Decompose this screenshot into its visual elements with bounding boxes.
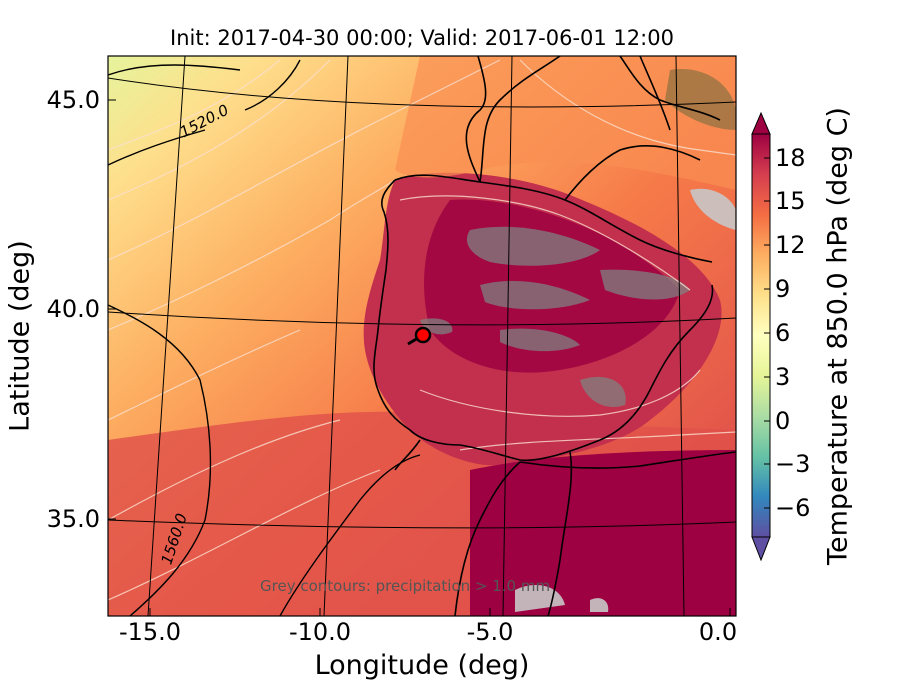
chart-title: Init: 2017-04-30 00:00; Valid: 2017-06-0… xyxy=(170,26,674,50)
y-axis-label: Latitude (deg) xyxy=(4,240,36,432)
colorbar-tick-label: −6 xyxy=(775,494,811,522)
colorbar-tick-label: 18 xyxy=(775,144,806,172)
y-tick-label: 40.0 xyxy=(46,295,100,323)
colorbar-tick-label: 15 xyxy=(775,187,806,215)
map-area xyxy=(108,56,736,616)
y-tick-label: 35.0 xyxy=(46,505,100,533)
colorbar-tick-label: 9 xyxy=(775,275,791,303)
x-tick-label: -15.0 xyxy=(118,618,182,646)
colorbar-body xyxy=(751,133,771,538)
precip-patches xyxy=(420,226,690,408)
colorbar-tick-label: 3 xyxy=(775,363,791,391)
colorbar-label: Temperature at 850.0 hPa (deg C) xyxy=(822,107,854,565)
graticule xyxy=(108,56,736,616)
y-tick-label: 45.0 xyxy=(46,86,100,114)
colorbar-bottom-arrow xyxy=(751,536,771,562)
colorbar-top-arrow xyxy=(751,111,771,135)
x-tick-label: -5.0 xyxy=(466,618,514,646)
precip-light-patches xyxy=(515,188,736,612)
y-tick-marks xyxy=(108,99,116,520)
temperature-contours xyxy=(108,59,736,601)
x-axis-label: Longitude (deg) xyxy=(314,650,530,681)
location-marker xyxy=(407,326,432,346)
x-tick-marks xyxy=(149,608,731,616)
x-tick-label: -10.0 xyxy=(288,618,352,646)
africa-hot-region xyxy=(470,450,736,616)
colorbar-tick-label: 6 xyxy=(775,319,791,347)
axes-frame xyxy=(107,55,737,617)
colorbar-tick-label: 0 xyxy=(775,407,791,435)
precipitation-note: Grey contours: precipitation > 1.0 mm xyxy=(260,577,551,595)
alps-patch xyxy=(665,69,736,130)
colorbar-tick-label: 12 xyxy=(775,231,806,259)
france-region xyxy=(395,56,736,190)
colorbar xyxy=(751,111,771,562)
coastlines xyxy=(373,56,736,616)
x-tick-label: 0.0 xyxy=(698,618,738,646)
colorbar-tick-label: −3 xyxy=(775,450,811,478)
